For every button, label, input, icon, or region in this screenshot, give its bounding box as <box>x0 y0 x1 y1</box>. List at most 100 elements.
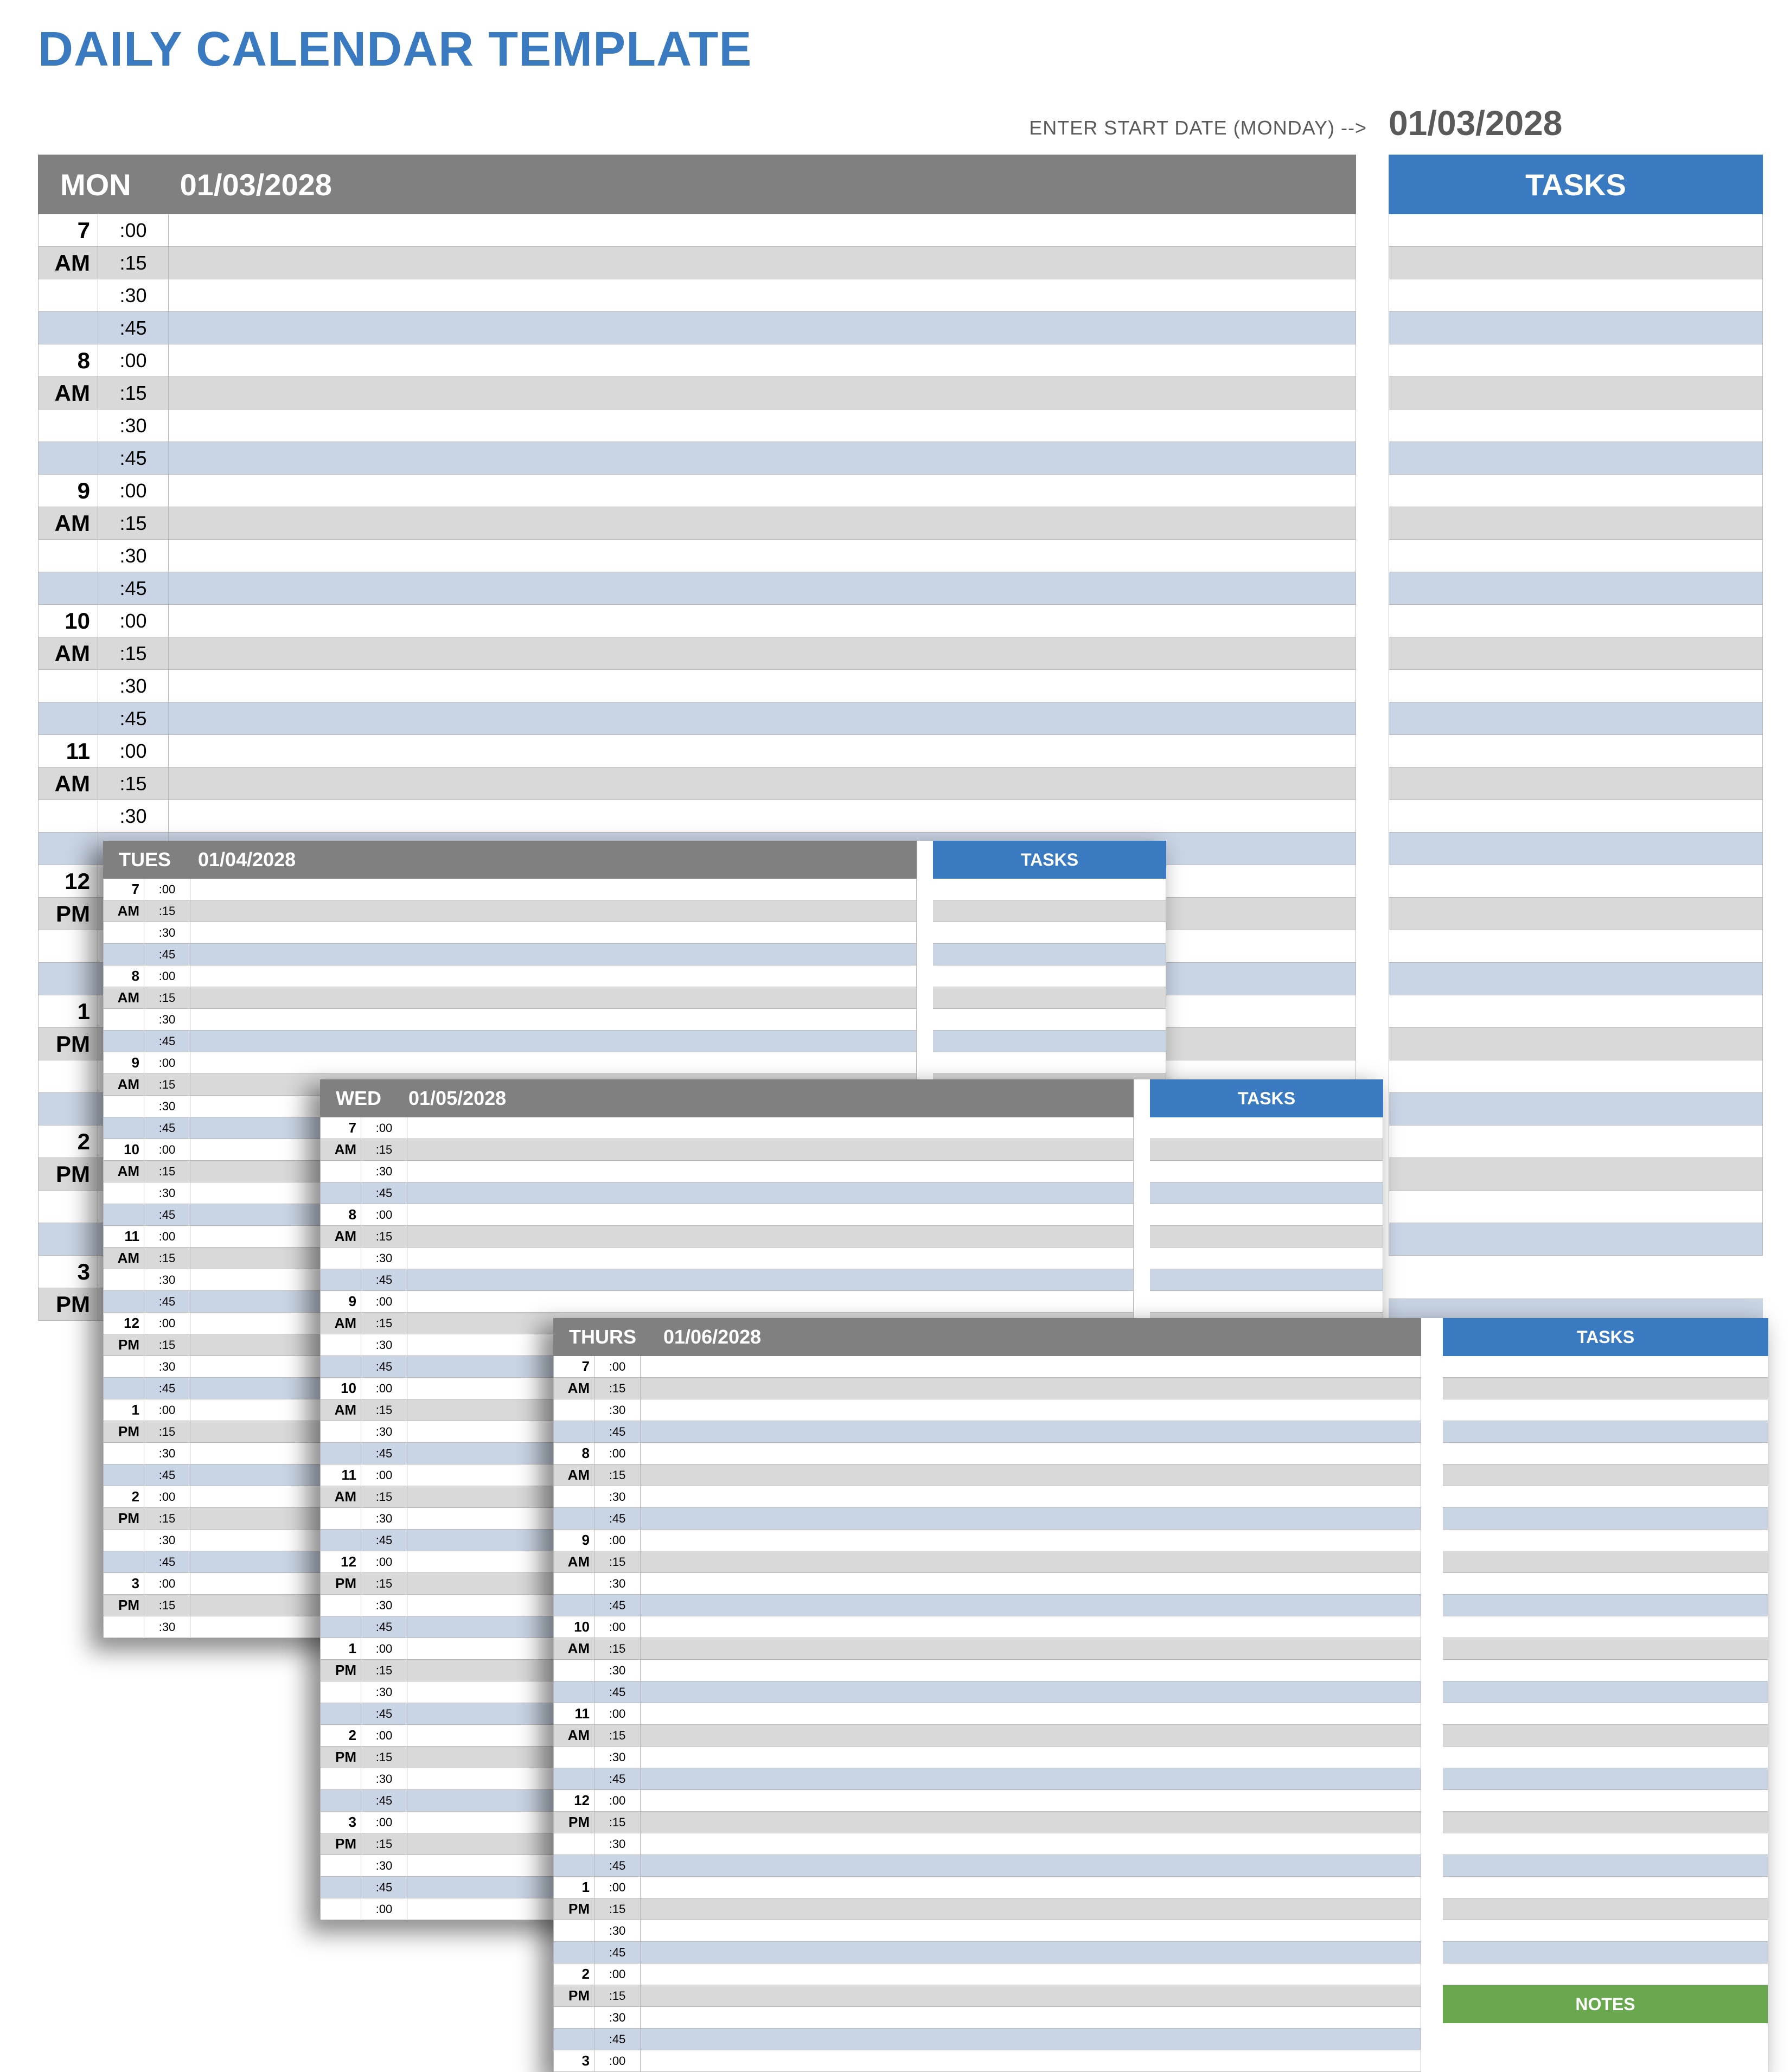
time-row[interactable]: AM:15 <box>104 987 916 1009</box>
task-row[interactable] <box>1389 1267 1763 1299</box>
task-row[interactable] <box>1389 1028 1762 1060</box>
task-row[interactable] <box>1389 865 1762 898</box>
task-row[interactable] <box>1389 702 1762 735</box>
time-cell[interactable] <box>169 800 1356 832</box>
time-row[interactable]: 11:00 <box>39 735 1356 768</box>
task-row[interactable] <box>1443 1703 1768 1725</box>
time-cell[interactable] <box>641 1443 1421 1464</box>
task-row[interactable] <box>1389 1223 1762 1256</box>
task-row[interactable] <box>1389 898 1762 930</box>
task-row[interactable] <box>1443 1551 1768 1573</box>
time-cell[interactable] <box>641 1399 1421 1421</box>
time-cell[interactable] <box>407 1161 1133 1182</box>
time-row[interactable]: :30 <box>554 1660 1421 1681</box>
time-cell[interactable] <box>190 965 916 987</box>
task-row[interactable] <box>1389 540 1762 572</box>
time-row[interactable]: AM:15 <box>554 1725 1421 1747</box>
time-row[interactable]: 7:00 <box>104 879 916 900</box>
task-row[interactable] <box>933 900 1166 922</box>
task-row[interactable] <box>1389 475 1762 507</box>
task-row[interactable] <box>1443 1573 1768 1595</box>
time-cell[interactable] <box>407 1269 1133 1290</box>
time-cell[interactable] <box>641 1486 1421 1507</box>
time-cell[interactable] <box>641 1551 1421 1572</box>
time-cell[interactable] <box>407 1248 1133 1269</box>
time-cell[interactable] <box>169 507 1356 539</box>
time-cell[interactable] <box>169 540 1356 572</box>
time-cell[interactable] <box>169 344 1356 376</box>
time-row[interactable]: 8:00 <box>554 1443 1421 1465</box>
time-row[interactable]: 8:00 <box>104 965 916 987</box>
time-cell[interactable] <box>169 312 1356 344</box>
time-row[interactable]: :45 <box>554 1768 1421 1790</box>
time-cell[interactable] <box>407 1204 1133 1225</box>
time-row[interactable]: :45 <box>554 1595 1421 1616</box>
time-row[interactable]: :45 <box>554 1681 1421 1703</box>
time-cell[interactable] <box>641 1725 1421 1746</box>
task-row[interactable] <box>1389 768 1762 800</box>
task-row[interactable] <box>1150 1291 1383 1313</box>
task-row[interactable] <box>1389 1191 1762 1223</box>
task-row[interactable] <box>1389 995 1762 1028</box>
time-cell[interactable] <box>190 879 916 900</box>
time-row[interactable]: 7:00 <box>554 1356 1421 1378</box>
task-row[interactable] <box>1389 1125 1762 1158</box>
task-row[interactable] <box>1389 670 1762 702</box>
task-row[interactable] <box>1443 1877 1768 1898</box>
time-row[interactable]: 12:00 <box>554 1790 1421 1812</box>
task-row[interactable] <box>1150 1117 1383 1139</box>
time-cell[interactable] <box>169 442 1356 474</box>
time-row[interactable]: 8:00 <box>321 1204 1133 1226</box>
time-row[interactable]: :30 <box>39 410 1356 442</box>
task-row[interactable] <box>1389 605 1762 637</box>
task-row[interactable] <box>1150 1182 1383 1204</box>
time-cell[interactable] <box>169 377 1356 409</box>
time-row[interactable]: :30 <box>39 800 1356 833</box>
task-row[interactable] <box>1443 1747 1768 1768</box>
time-row[interactable]: 10:00 <box>39 605 1356 637</box>
task-row[interactable] <box>933 1052 1166 1074</box>
task-row[interactable] <box>1443 1660 1768 1681</box>
time-row[interactable]: 2:00 <box>554 1964 1421 1985</box>
task-row[interactable] <box>1443 1465 1768 1486</box>
task-row[interactable] <box>933 987 1166 1009</box>
task-row[interactable] <box>1389 507 1762 540</box>
time-row[interactable]: AM:15 <box>39 247 1356 279</box>
task-row[interactable] <box>1389 1093 1762 1125</box>
time-row[interactable]: 11:00 <box>554 1703 1421 1725</box>
time-row[interactable]: 7:00 <box>39 214 1356 247</box>
time-row[interactable]: 7:00 <box>321 1117 1133 1139</box>
time-row[interactable]: :30 <box>554 1833 1421 1855</box>
time-row[interactable]: AM:15 <box>39 377 1356 410</box>
time-row[interactable]: :45 <box>39 442 1356 475</box>
task-row[interactable] <box>1443 1421 1768 1443</box>
time-cell[interactable] <box>407 1182 1133 1204</box>
time-row[interactable]: PM:15 <box>554 1985 1421 2007</box>
time-cell[interactable] <box>190 1009 916 1030</box>
time-row[interactable]: 9:00 <box>554 1530 1421 1551</box>
time-cell[interactable] <box>190 987 916 1008</box>
task-row[interactable] <box>1389 247 1762 279</box>
time-row[interactable]: AM:15 <box>554 1378 1421 1399</box>
task-row[interactable] <box>1389 1060 1762 1093</box>
task-row[interactable] <box>1389 963 1762 995</box>
task-row[interactable] <box>933 922 1166 944</box>
task-row[interactable] <box>1443 1681 1768 1703</box>
time-row[interactable]: AM:15 <box>39 768 1356 800</box>
task-row[interactable] <box>933 1009 1166 1031</box>
time-row[interactable]: :30 <box>104 1009 916 1031</box>
time-row[interactable]: :45 <box>39 702 1356 735</box>
time-row[interactable]: 9:00 <box>39 475 1356 507</box>
task-row[interactable] <box>1150 1204 1383 1226</box>
task-row[interactable] <box>1389 637 1762 670</box>
time-cell[interactable] <box>407 1117 1133 1139</box>
task-row[interactable] <box>1389 442 1762 475</box>
time-cell[interactable] <box>641 1812 1421 1833</box>
time-row[interactable]: AM:15 <box>554 1638 1421 1660</box>
time-row[interactable]: AM:15 <box>321 1226 1133 1248</box>
task-row[interactable] <box>933 879 1166 900</box>
time-row[interactable]: PM:15 <box>554 1898 1421 1920</box>
time-row[interactable]: :30 <box>554 1920 1421 1942</box>
task-row[interactable] <box>1389 735 1762 768</box>
time-cell[interactable] <box>641 1855 1421 1876</box>
